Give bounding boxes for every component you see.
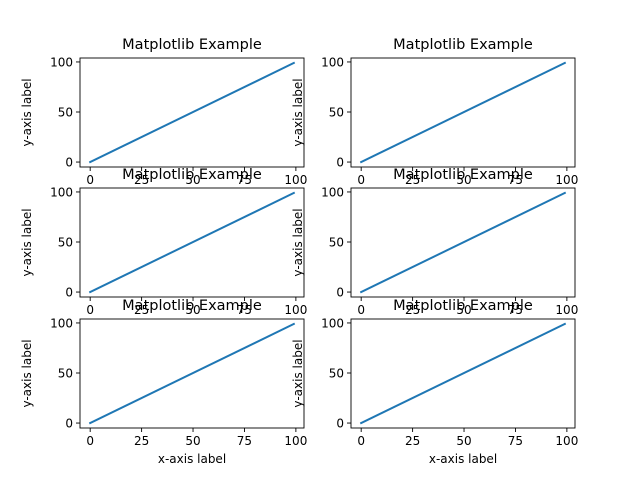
axes-frame xyxy=(350,318,576,429)
x-tick-label: 25 xyxy=(134,303,149,317)
x-tick-label: 100 xyxy=(284,303,307,317)
x-tick-label: 75 xyxy=(237,303,252,317)
series-line xyxy=(88,61,296,164)
y-tick-label: 0 xyxy=(65,286,73,300)
y-tick-label: 100 xyxy=(50,55,73,69)
subplot-5: 0 25 50 75 100 0 50 100 Matplotlib Example y-axis… xyxy=(20,298,307,466)
y-axis-label: y-axis label xyxy=(291,208,305,276)
x-tick-label: 50 xyxy=(185,303,200,317)
y-tick-label: 100 xyxy=(50,185,73,199)
subplot-title: Matplotlib Example xyxy=(122,167,262,183)
y-axis-label: y-axis label xyxy=(20,78,34,146)
subplot-title: Matplotlib Example xyxy=(122,37,262,53)
x-tick-label: 0 xyxy=(86,303,94,317)
x-tick-label: 50 xyxy=(456,434,471,448)
y-tick-label: 0 xyxy=(336,286,344,300)
x-tick-label: 0 xyxy=(86,173,94,187)
y-tick-label: 0 xyxy=(336,156,344,170)
subplot-2: 0 25 50 75 100 0 50 100 Matplotlib Example y-axis… xyxy=(291,37,578,187)
x-tick-label: 75 xyxy=(508,173,523,187)
axes-frame xyxy=(79,187,305,298)
x-tick-label: 100 xyxy=(555,434,578,448)
y-axis-label: y-axis label xyxy=(20,339,34,407)
x-tick-label: 25 xyxy=(405,434,420,448)
y-tick-label: 0 xyxy=(65,417,73,431)
x-tick-label: 100 xyxy=(555,173,578,187)
y-tick-label: 100 xyxy=(321,316,344,330)
x-tick-label: 75 xyxy=(237,434,252,448)
y-tick-label: 50 xyxy=(58,366,73,380)
y-axis-label: y-axis label xyxy=(291,78,305,146)
x-tick-label: 25 xyxy=(134,173,149,187)
series-line xyxy=(359,61,567,164)
x-axis-label: x-axis label xyxy=(158,452,226,466)
x-tick-label: 25 xyxy=(405,303,420,317)
x-tick-label: 75 xyxy=(508,303,523,317)
axes-frame xyxy=(79,318,305,429)
y-tick-label: 100 xyxy=(321,185,344,199)
x-tick-label: 50 xyxy=(185,434,200,448)
subplot-title: Matplotlib Example xyxy=(393,37,533,53)
x-tick-label: 75 xyxy=(508,434,523,448)
subplot-6: 0 25 50 75 100 0 50 100 Matplotlib Example y-axis… xyxy=(291,298,578,466)
x-tick-label: 100 xyxy=(555,303,578,317)
x-tick-label: 0 xyxy=(86,434,94,448)
axes-frame xyxy=(350,187,576,298)
axes-frame xyxy=(79,57,305,168)
y-tick-label: 50 xyxy=(58,235,73,249)
subplot-title: Matplotlib Example xyxy=(393,298,533,314)
y-tick-label: 100 xyxy=(50,316,73,330)
series-line xyxy=(359,322,567,425)
x-tick-label: 25 xyxy=(134,434,149,448)
y-tick-label: 50 xyxy=(329,105,344,119)
x-tick-label: 75 xyxy=(237,173,252,187)
x-tick-label: 100 xyxy=(284,434,307,448)
y-tick-label: 0 xyxy=(336,417,344,431)
subplot-3: 0 25 50 75 100 0 50 100 Matplotlib Example y-axis… xyxy=(20,167,307,317)
x-tick-label: 100 xyxy=(284,173,307,187)
subplot-title: Matplotlib Example xyxy=(122,298,262,314)
y-tick-label: 0 xyxy=(65,156,73,170)
y-axis-label: y-axis label xyxy=(20,208,34,276)
subplot-4: 0 25 50 75 100 0 50 100 Matplotlib Example y-axis… xyxy=(291,167,578,317)
x-tick-label: 50 xyxy=(456,303,471,317)
y-tick-label: 50 xyxy=(329,366,344,380)
x-tick-label: 25 xyxy=(405,173,420,187)
x-tick-label: 0 xyxy=(357,434,365,448)
axes-frame xyxy=(350,57,576,168)
x-axis-label: x-axis label xyxy=(429,452,497,466)
series-line xyxy=(359,191,567,294)
series-line xyxy=(88,322,296,425)
subplot-title: Matplotlib Example xyxy=(393,167,533,183)
x-tick-label: 50 xyxy=(456,173,471,187)
series-line xyxy=(88,191,296,294)
x-tick-label: 50 xyxy=(185,173,200,187)
y-axis-label: y-axis label xyxy=(291,339,305,407)
subplot-1: 0 25 50 75 100 0 50 100 Matplotlib Example y-axis… xyxy=(20,37,307,187)
x-tick-label: 0 xyxy=(357,173,365,187)
y-tick-label: 100 xyxy=(321,55,344,69)
y-tick-label: 50 xyxy=(329,235,344,249)
y-tick-label: 50 xyxy=(58,105,73,119)
x-tick-label: 0 xyxy=(357,303,365,317)
